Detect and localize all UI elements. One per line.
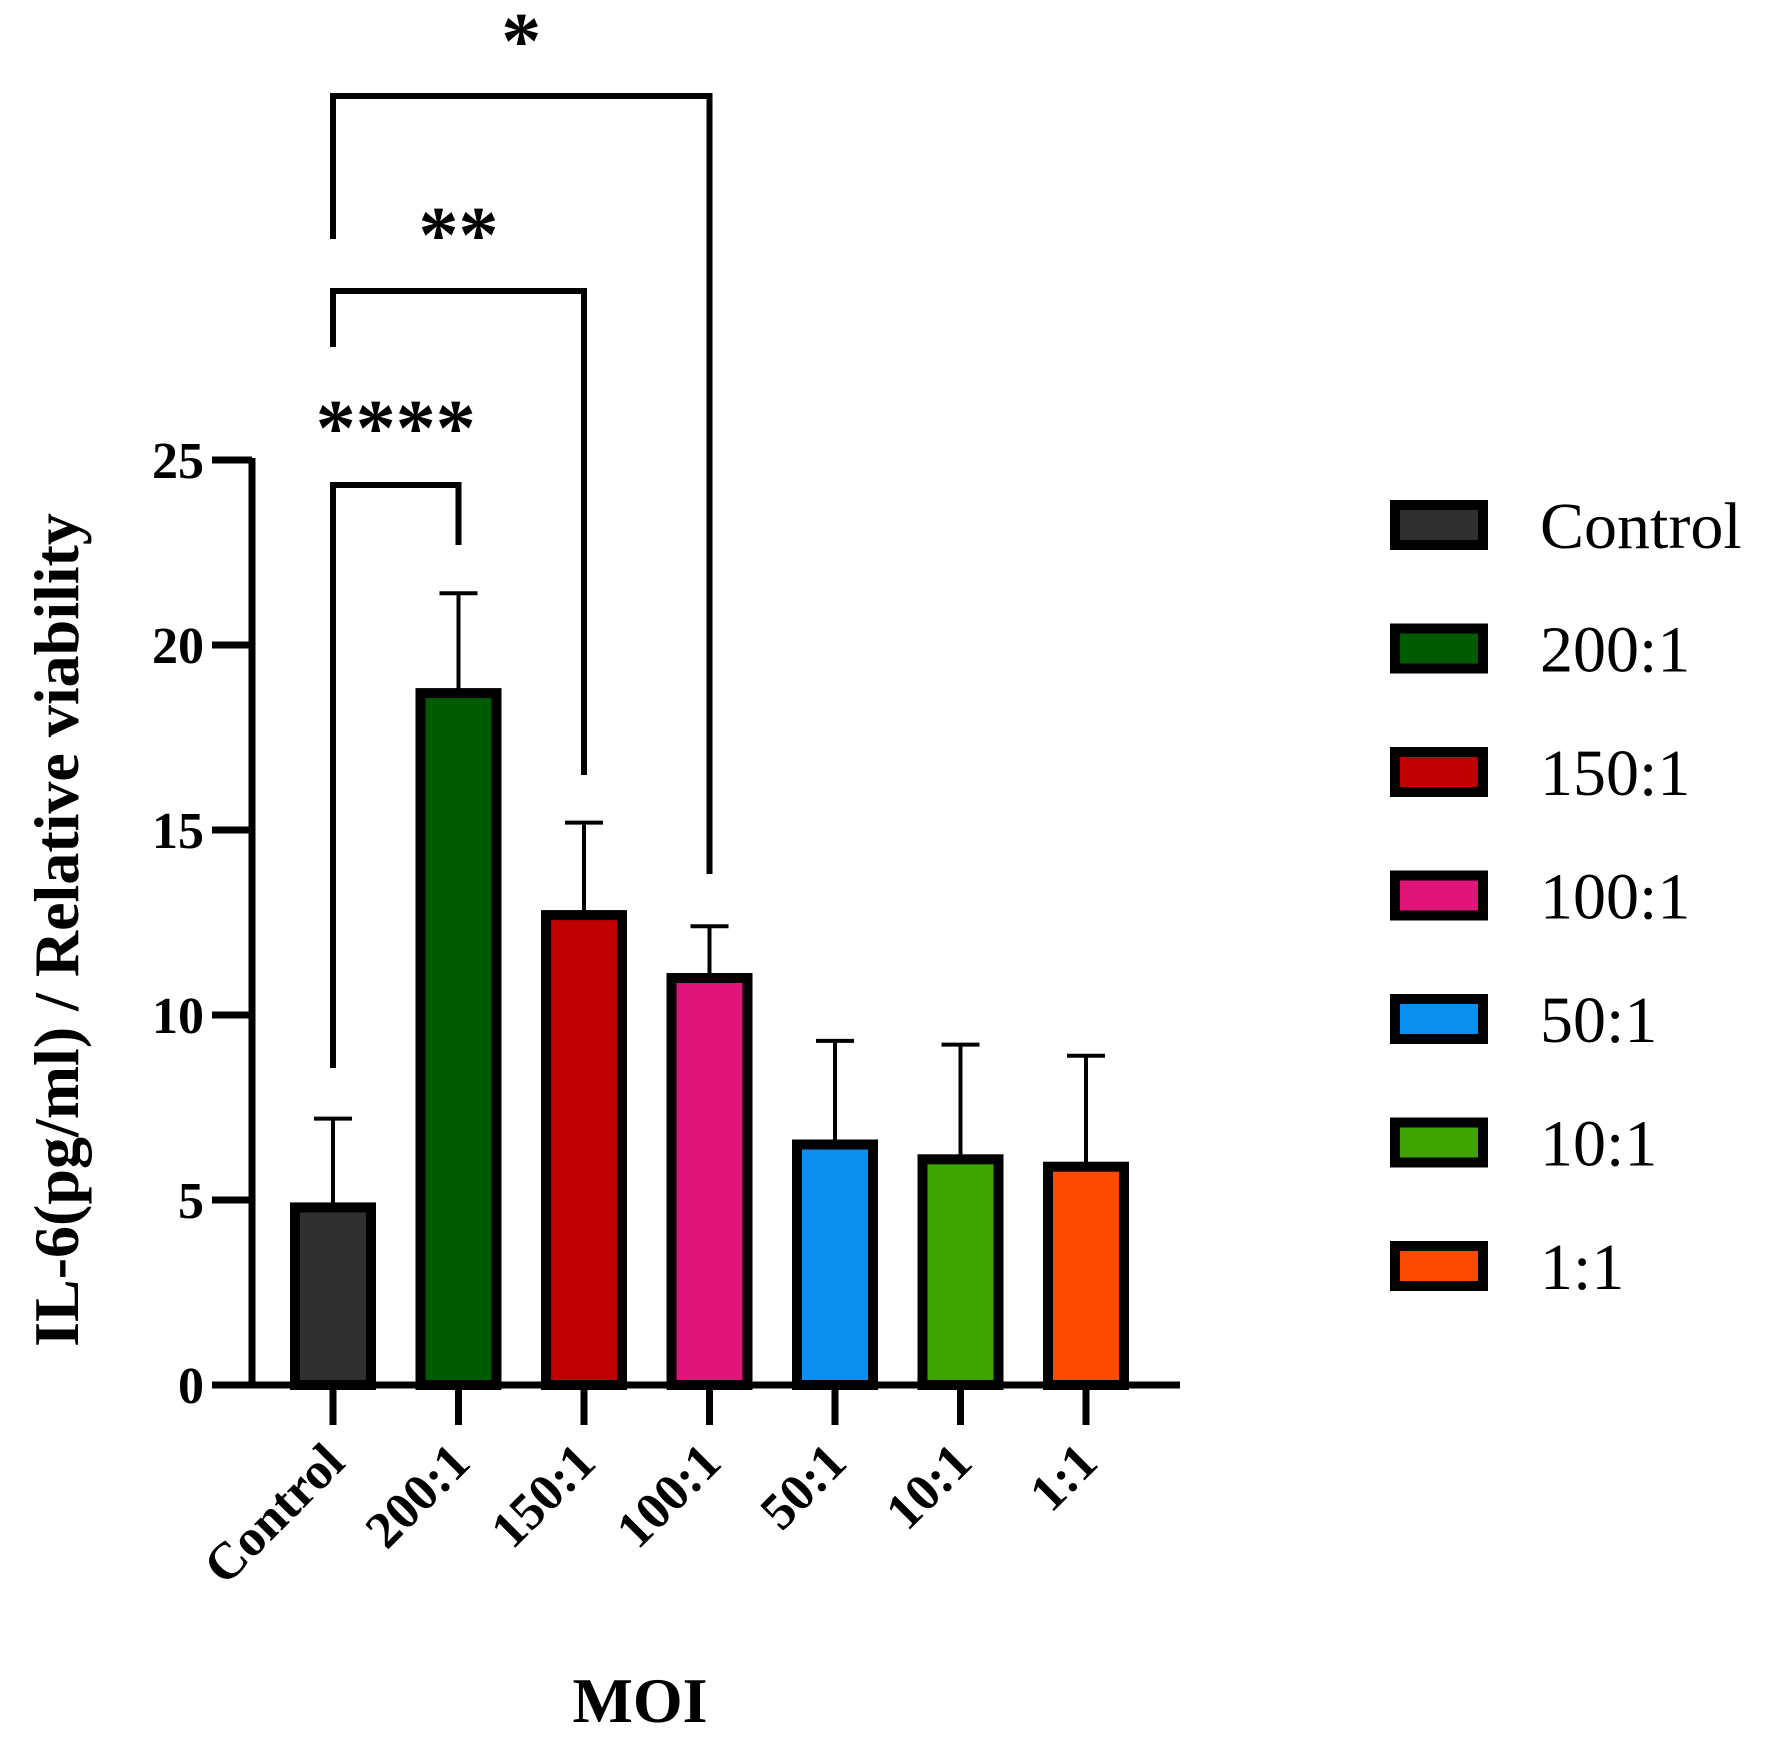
x-tick-label: 200:1 — [355, 1433, 481, 1559]
legend-label: 10:1 — [1540, 1108, 1657, 1181]
significance-bracket — [330, 482, 462, 1068]
legend-swatch — [1390, 1241, 1488, 1291]
y-tick-label: 0 — [178, 1358, 204, 1415]
x-tick-label: 150:1 — [480, 1433, 606, 1559]
legend-label: 200:1 — [1540, 614, 1690, 687]
bar — [415, 688, 502, 1390]
x-tick-label: 1:1 — [1019, 1433, 1108, 1522]
y-tick-label: 15 — [152, 803, 204, 860]
y-tick-label: 20 — [152, 618, 204, 675]
y-tick-label: 5 — [178, 1173, 204, 1230]
legend-label: 150:1 — [1540, 737, 1690, 810]
legend-swatch — [1390, 623, 1488, 674]
y-axis-title: IL-6(pg/ml) / Relative viability — [21, 513, 92, 1347]
significance-bracket — [330, 93, 713, 874]
x-tick-label: 10:1 — [875, 1433, 983, 1541]
error-bars — [314, 591, 1105, 1208]
bar — [1043, 1161, 1129, 1390]
legend-swatch — [1390, 1117, 1488, 1168]
x-tick-label: 50:1 — [750, 1433, 858, 1541]
legend-label: Control — [1540, 490, 1742, 563]
bar — [792, 1139, 878, 1390]
bar — [917, 1154, 1004, 1391]
legend-label: 50:1 — [1540, 984, 1657, 1057]
legend-label: 1:1 — [1540, 1231, 1624, 1304]
bar — [541, 910, 627, 1390]
significance-bracket — [330, 288, 587, 775]
x-tick-label: 100:1 — [606, 1433, 732, 1559]
legend-label: 100:1 — [1540, 861, 1690, 934]
bar — [666, 973, 753, 1390]
y-tick-label: 25 — [152, 433, 204, 490]
legend-swatch — [1390, 747, 1488, 797]
y-tick-label: 10 — [152, 988, 204, 1045]
significance-brackets: ******* — [316, 0, 713, 1068]
x-axis-title: MOI — [572, 1665, 707, 1736]
legend-swatch — [1390, 500, 1488, 550]
significance-label: **** — [316, 385, 476, 473]
axes: 0 5 10 15 20 25 Control 200:1 150:1 100:1 50:1 10:1… — [152, 433, 1180, 1595]
bar — [290, 1202, 376, 1391]
significance-label: * — [501, 0, 541, 86]
bars — [290, 688, 1129, 1391]
legend-swatch — [1390, 870, 1488, 921]
x-tick-label: Control — [193, 1433, 355, 1595]
legend-swatch — [1390, 994, 1488, 1044]
legend: Control 200:1 150:1 100:1 50:1 10:1 1:1 — [1390, 490, 1742, 1304]
significance-label: ** — [419, 192, 499, 280]
